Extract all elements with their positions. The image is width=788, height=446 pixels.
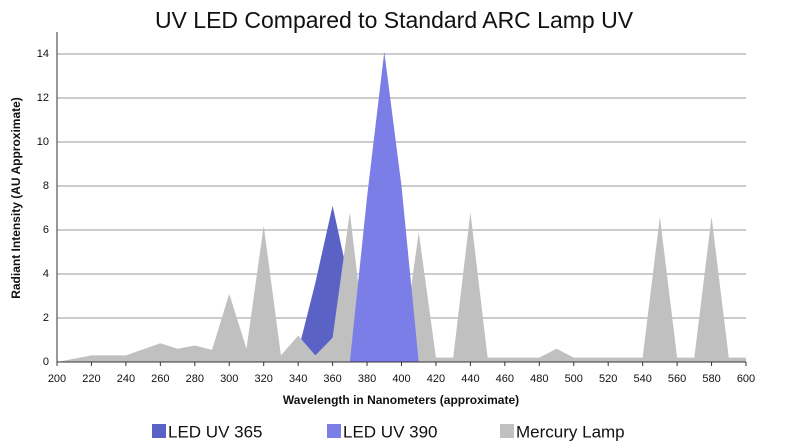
x-tick-label: 240 [117, 373, 135, 385]
x-tick-label: 300 [220, 373, 238, 385]
y-tick-label: 2 [43, 312, 49, 324]
x-tick-label: 520 [599, 373, 617, 385]
y-tick-label: 12 [37, 92, 49, 104]
area [57, 212, 746, 362]
x-tick-label: 200 [48, 373, 66, 385]
y-tick-label: 4 [43, 268, 49, 280]
x-tick-label: 220 [82, 373, 100, 385]
x-tick-label: 260 [151, 373, 169, 385]
x-tick-label: 440 [461, 373, 479, 385]
x-tick-label: 500 [565, 373, 583, 385]
chart-title: UV LED Compared to Standard ARC Lamp UV [155, 7, 634, 33]
legend-label: LED UV 390 [343, 422, 438, 441]
area [349, 51, 419, 363]
legend-swatch [500, 424, 514, 438]
x-tick-label: 600 [737, 373, 755, 385]
x-tick-label: 480 [530, 373, 548, 385]
x-axis-label: Wavelength in Nanometers (approximate) [283, 393, 519, 407]
x-tick-label: 400 [392, 373, 410, 385]
y-axis-label: Radiant Intensity (AU Approximate) [9, 97, 23, 299]
y-tick-label: 6 [43, 224, 49, 236]
x-tick-label: 280 [186, 373, 204, 385]
x-tick-label: 320 [255, 373, 273, 385]
x-tick-label: 580 [702, 373, 720, 385]
y-tick-label: 14 [37, 48, 49, 60]
legend-swatch [152, 424, 166, 438]
x-tick-label: 360 [323, 373, 341, 385]
y-tick-label: 8 [43, 180, 49, 192]
legend-swatch [327, 424, 341, 438]
legend-label: Mercury Lamp [516, 422, 625, 441]
y-tick-label: 0 [43, 356, 49, 368]
x-tick-label: 540 [633, 373, 651, 385]
x-tick-label: 460 [496, 373, 514, 385]
x-tick-label: 420 [427, 373, 445, 385]
x-tick-label: 560 [668, 373, 686, 385]
legend-label: LED UV 365 [168, 422, 263, 441]
y-tick-label: 10 [37, 136, 49, 148]
x-tick-label: 340 [289, 373, 307, 385]
x-tick-label: 380 [358, 373, 376, 385]
